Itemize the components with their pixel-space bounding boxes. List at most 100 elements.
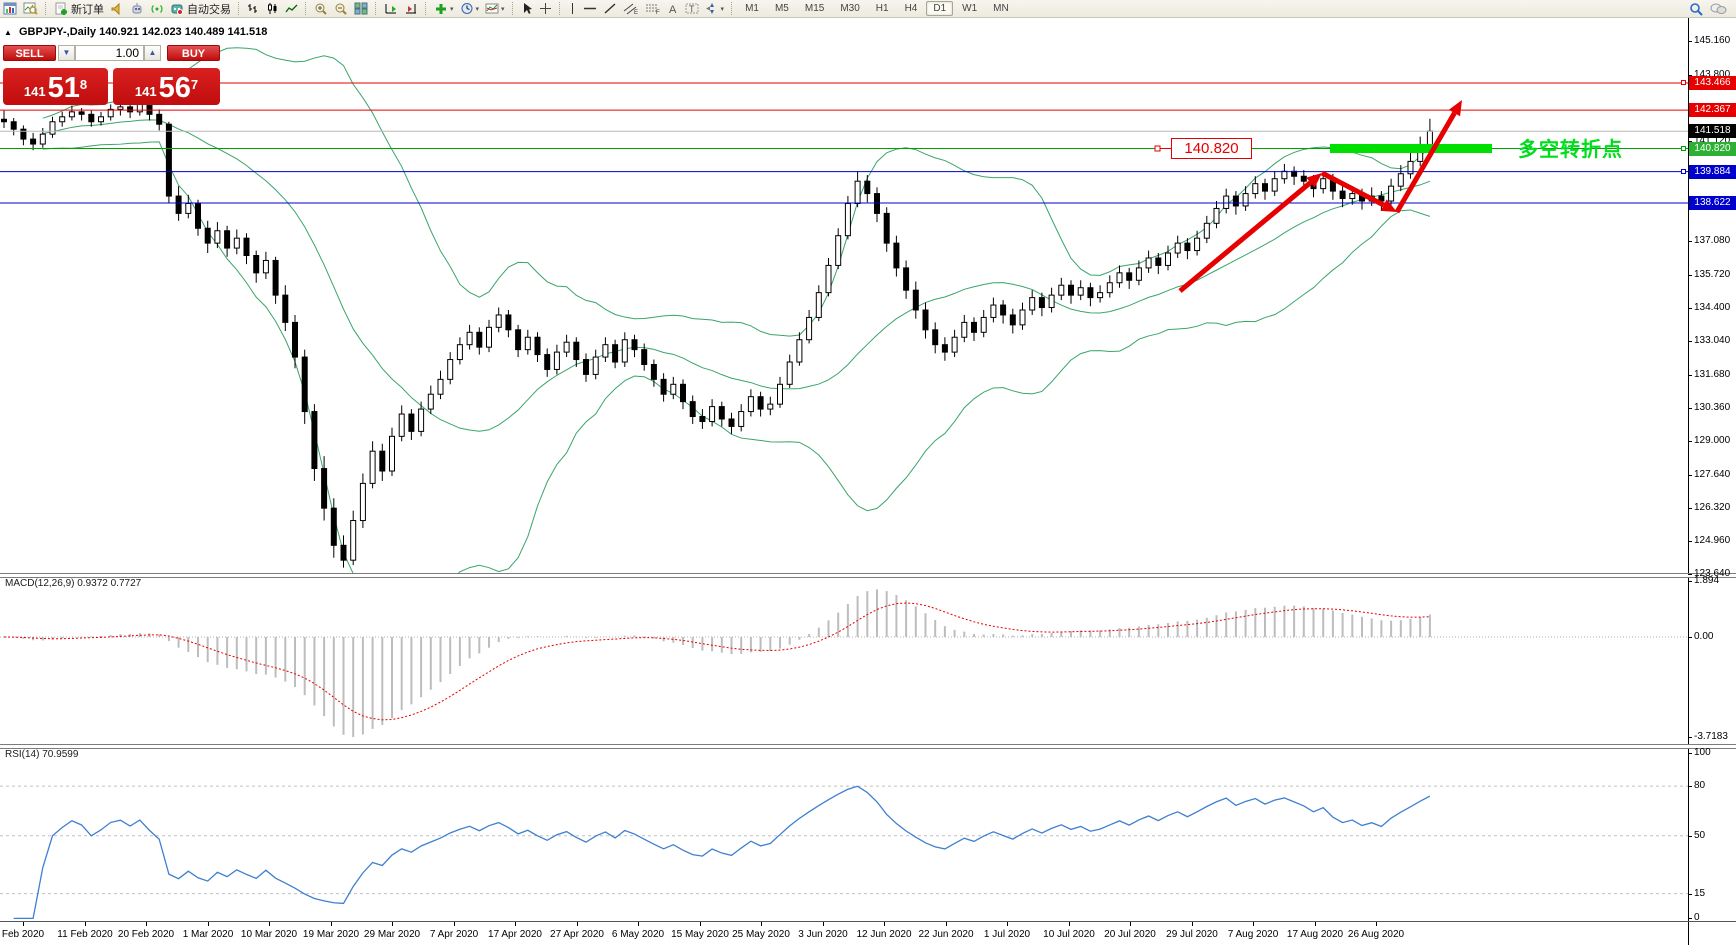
- svg-text:T: T: [689, 4, 695, 14]
- macd-axis-label: -3.7183: [1694, 731, 1728, 742]
- date-label: 26 Aug 2020: [1347, 929, 1405, 940]
- volume-decrease-button[interactable]: ▼: [58, 45, 75, 61]
- zoom-in-icon[interactable]: [312, 1, 330, 16]
- trend-arrow[interactable]: [1394, 111, 1457, 214]
- trendline-icon[interactable]: [601, 1, 619, 16]
- toolbar-separator: [731, 2, 733, 15]
- arrows-icon[interactable]: ▾: [703, 1, 727, 16]
- sell-price-button[interactable]: 141 51 8: [3, 68, 108, 105]
- line-chart-icon[interactable]: [283, 1, 300, 16]
- main-price-panel: [0, 47, 1688, 574]
- equidistant-channel-icon[interactable]: E: [621, 1, 641, 16]
- indicators-icon[interactable]: ▾: [432, 1, 456, 16]
- community-chat-icon[interactable]: [1708, 1, 1729, 16]
- crosshair-icon[interactable]: [537, 1, 554, 16]
- timeframe-h1[interactable]: H1: [875, 3, 889, 14]
- timeframe-m30[interactable]: M30: [840, 3, 860, 14]
- axis-tick: [1688, 241, 1692, 242]
- panel-separator: [0, 921, 1736, 922]
- toolbar-separator: [558, 2, 561, 15]
- panel-separator[interactable]: [0, 573, 1736, 578]
- volume-input[interactable]: [75, 45, 144, 61]
- price-flag: 138.622: [1689, 196, 1736, 210]
- zoom-out-icon[interactable]: [332, 1, 350, 16]
- price-note-object[interactable]: 140.820: [1171, 138, 1252, 159]
- new-order-button[interactable]: 新订单: [52, 1, 106, 16]
- price-tick-label: 141.120: [1694, 135, 1731, 146]
- date-label: 7 Apr 2020: [429, 929, 479, 940]
- date-tick: [85, 922, 86, 926]
- axis-tick: [1688, 475, 1692, 476]
- date-tick: [946, 922, 947, 926]
- panel-separator[interactable]: [0, 744, 1736, 749]
- trend-arrow[interactable]: [1178, 180, 1313, 293]
- price-flag: 140.820: [1689, 142, 1736, 156]
- date-tick: [331, 922, 332, 926]
- auto-scroll-icon[interactable]: [382, 1, 400, 16]
- sell-price-pip: 8: [79, 77, 88, 92]
- bar-chart-icon[interactable]: [245, 1, 262, 16]
- timeframe-h4[interactable]: H4: [904, 3, 918, 14]
- timeframe-m15[interactable]: M15: [804, 3, 825, 14]
- timeframe-m1[interactable]: M1: [745, 3, 759, 14]
- date-tick: [515, 922, 516, 926]
- date-label: 12 Jun 2020: [856, 929, 912, 940]
- vertical-line-icon[interactable]: [566, 1, 579, 16]
- candles: [1, 99, 1433, 568]
- date-tick: [1007, 922, 1008, 926]
- autotrading-button[interactable]: 自动交易: [168, 1, 233, 16]
- sell-price-big: 51: [47, 72, 80, 104]
- periods-icon[interactable]: ▾: [458, 1, 482, 16]
- axis-tick: [1688, 918, 1692, 919]
- axis-tick: [1688, 894, 1692, 895]
- turning-point-note[interactable]: 多空转折点: [1518, 139, 1623, 161]
- date-tick: [577, 922, 578, 926]
- date-tick: [23, 922, 24, 926]
- candlestick-chart-icon[interactable]: [264, 1, 281, 16]
- axis-tick: [1688, 75, 1692, 76]
- signals-icon[interactable]: [148, 1, 166, 16]
- axis-tick: [1688, 541, 1692, 542]
- date-tick: [1315, 922, 1316, 926]
- tile-windows-icon[interactable]: [352, 1, 370, 16]
- sell-button[interactable]: SELL: [3, 45, 56, 61]
- sound-icon[interactable]: [108, 1, 126, 16]
- axis-tick: [1688, 441, 1692, 442]
- expert-advisor-icon[interactable]: [128, 1, 146, 16]
- axis-tick: [1688, 408, 1692, 409]
- timeframe-mn[interactable]: MN: [993, 3, 1009, 14]
- rsi-panel-label: RSI(14) 70.9599: [5, 749, 79, 760]
- axis-tick: [1688, 308, 1692, 309]
- axis-tick: [1688, 275, 1692, 276]
- search-icon[interactable]: [1687, 1, 1706, 16]
- chart-shift-icon[interactable]: [402, 1, 420, 16]
- cursor-icon[interactable]: [519, 1, 535, 16]
- volume-increase-button[interactable]: ▲: [144, 45, 161, 61]
- buy-price-button[interactable]: 141 56 7: [113, 68, 220, 105]
- buy-button[interactable]: BUY: [167, 45, 220, 61]
- fibonacci-icon[interactable]: F: [643, 1, 663, 16]
- horizontal-line-icon[interactable]: [581, 1, 599, 16]
- tick-chart-icon[interactable]: [21, 1, 40, 16]
- chart-window-icon[interactable]: [1, 1, 19, 16]
- text-label-icon[interactable]: T: [683, 1, 701, 16]
- template-icon[interactable]: ▾: [483, 1, 507, 16]
- timeframe-m5[interactable]: M5: [774, 3, 789, 14]
- date-tick: [1192, 922, 1193, 926]
- toolbar-separator: [375, 2, 377, 15]
- collapse-triangle-icon[interactable]: ▲: [4, 28, 12, 37]
- timeframe-w1[interactable]: W1: [962, 3, 978, 14]
- date-label: 22 Jun 2020: [918, 929, 974, 940]
- price-tick-label: 143.800: [1694, 69, 1731, 80]
- trend-arrow[interactable]: [1320, 170, 1385, 208]
- toolbar-separator: [425, 2, 427, 15]
- date-label: 6 May 2020: [611, 929, 665, 940]
- green-level-bar[interactable]: [1330, 144, 1492, 154]
- text-icon[interactable]: A: [665, 1, 681, 16]
- axis-tick: [1688, 141, 1692, 142]
- timeframe-d1[interactable]: D1: [926, 1, 954, 16]
- bollinger-band: [42, 141, 1431, 574]
- line-anchor-marker: [1681, 146, 1686, 151]
- toolbar-separator: [305, 2, 307, 15]
